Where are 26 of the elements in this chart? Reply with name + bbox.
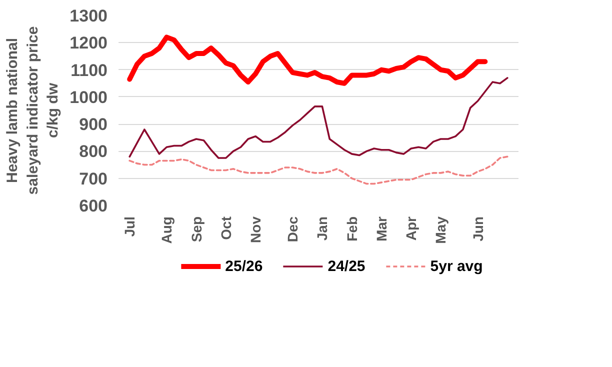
x-tick-label: Feb	[344, 216, 360, 242]
y-tick-label: 700	[79, 169, 108, 188]
x-tick-label: Jul	[122, 216, 138, 237]
x-tick-label: Mar	[373, 216, 390, 242]
y-tick-label: 900	[79, 115, 108, 134]
y-tick-label: 800	[79, 142, 108, 162]
y-tick-label: 1300	[70, 6, 108, 26]
x-tick-label: Aug	[158, 216, 175, 244]
y-tick-label: 1200	[70, 34, 108, 53]
x-tick-label: Jun	[470, 216, 486, 242]
legend-label: 25/26	[225, 258, 263, 274]
x-tick-label: Nov	[248, 216, 264, 243]
x-tick-label: Sep	[188, 216, 204, 242]
y-axis-title: Heavy lamb national saleyard indicator price c/kg dw	[4, 26, 62, 195]
x-tick-label: Jan	[314, 216, 330, 241]
x-tick-label: Dec	[284, 216, 301, 242]
line-series	[128, 156, 508, 185]
legend-label: 24/25	[328, 258, 366, 274]
y-tick-label: 1000	[70, 88, 108, 107]
y-tick-label: 1100	[70, 60, 108, 80]
legend-label: 5yr avg	[430, 258, 483, 274]
x-tick-label: Oct	[218, 216, 234, 240]
line-series	[128, 77, 508, 159]
x-tick-label: Apr	[403, 216, 420, 241]
x-tick-label: May	[432, 216, 449, 244]
y-tick-label: 600	[79, 196, 108, 216]
